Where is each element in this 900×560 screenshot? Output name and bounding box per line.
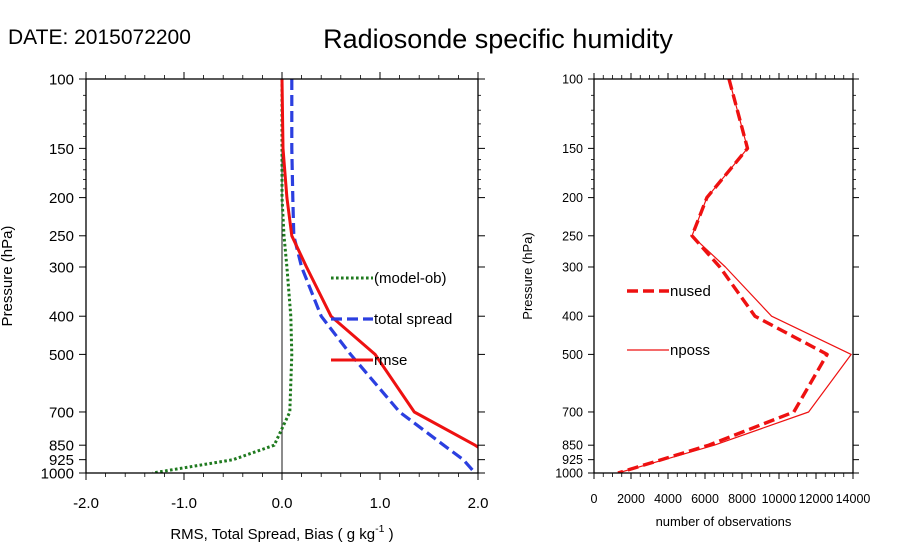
plot-frame <box>593 78 854 474</box>
date-label: DATE: 2015072200 <box>8 26 191 49</box>
y-tick-label: 700 <box>562 405 583 419</box>
y-tick-label: 100 <box>562 73 583 87</box>
y-tick-label: 150 <box>562 142 583 156</box>
y-tick-label: 300 <box>49 259 74 276</box>
y-tick-label: 200 <box>49 190 74 207</box>
x-axis-label: RMS, Total Spread, Bias ( g kg-1 ) <box>170 523 393 543</box>
x-tick-label: 14000 <box>836 492 871 506</box>
series-line-modelob <box>152 79 294 473</box>
x-tick-label: 0.0 <box>272 495 293 512</box>
series-group <box>617 79 852 473</box>
x-tick-label: 10000 <box>762 492 797 506</box>
y-tick-label: 400 <box>49 309 74 326</box>
legend-label-nposs: nposs <box>670 342 710 359</box>
series-line-nused <box>617 79 829 473</box>
x-tick-label: -2.0 <box>73 495 99 512</box>
x-tick-label: 4000 <box>654 492 682 506</box>
x-tick-label: 6000 <box>691 492 719 506</box>
y-tick-label: 250 <box>562 229 583 243</box>
x-tick-label: 8000 <box>728 492 756 506</box>
series-line-nposs <box>617 79 852 473</box>
y-tick-label: 150 <box>49 141 74 158</box>
y-tick-label: 500 <box>562 348 583 362</box>
y-tick-label: 200 <box>562 191 583 205</box>
y-tick-label: 1000 <box>555 467 583 481</box>
legend-label-modelob: (model-ob) <box>374 270 447 287</box>
y-tick-label: 400 <box>562 310 583 324</box>
y-tick-label: 700 <box>49 404 74 421</box>
y-tick-label: 925 <box>49 452 74 469</box>
x-tick-label: -1.0 <box>171 495 197 512</box>
series-group <box>152 79 478 473</box>
y-tick-label: 1000 <box>41 465 74 482</box>
y-tick-label: 500 <box>49 347 74 364</box>
y-tick-label: 250 <box>49 228 74 245</box>
x-tick-label: 2000 <box>617 492 645 506</box>
x-tick-label: 0 <box>591 492 598 506</box>
series-line-rmse <box>280 79 478 449</box>
y-tick-label: 100 <box>49 71 74 88</box>
y-tick-label: 850 <box>562 439 583 453</box>
y-tick-label: 300 <box>562 260 583 274</box>
legend-label-nused: nused <box>670 283 711 300</box>
x-axis-label: number of observations <box>656 514 792 529</box>
y-axis-label: Pressure (hPa) <box>0 226 16 327</box>
chart-title: Radiosonde specific humidity <box>323 24 673 54</box>
legend-label-rmse: rmse <box>374 352 407 369</box>
y-tick-label: 925 <box>562 453 583 467</box>
x-tick-label: 2.0 <box>468 495 489 512</box>
series-line-totalspread <box>290 79 477 473</box>
x-tick-label: 1.0 <box>370 495 391 512</box>
y-axis-label: Pressure (hPa) <box>520 232 535 319</box>
y-tick-label: 850 <box>49 438 74 455</box>
x-tick-label: 12000 <box>799 492 834 506</box>
legend-label-totalspread: total spread <box>374 311 452 328</box>
